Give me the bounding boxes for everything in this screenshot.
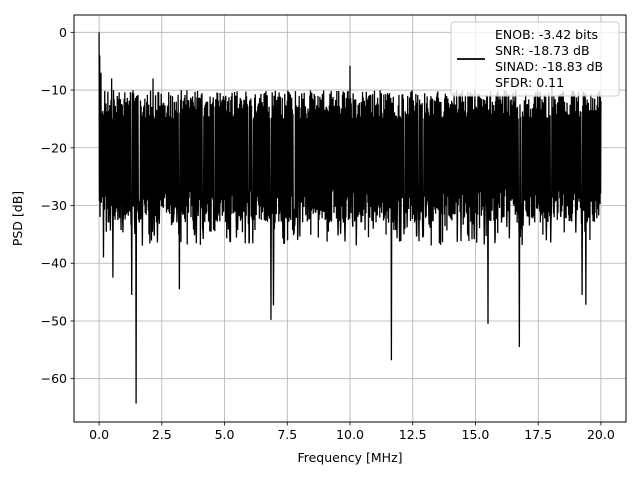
- y-tick-label: −30: [41, 198, 67, 213]
- x-tick-label: 5.0: [215, 427, 235, 442]
- y-tick-label: −50: [41, 313, 67, 328]
- legend: ENOB: -3.42 bits SNR: -18.73 dB SINAD: -18…: [450, 21, 620, 97]
- x-tick-label: 10.0: [336, 427, 364, 442]
- x-tick-label: 20.0: [587, 427, 615, 442]
- x-tick-label: 7.5: [277, 427, 297, 442]
- y-tick-label: −60: [41, 371, 67, 386]
- x-axis-label: Frequency [MHz]: [297, 450, 402, 465]
- psd-series-line: [98, 32, 602, 404]
- y-tick-label: −40: [41, 256, 67, 271]
- y-axis: 0 −10 −20 −30 −40 −50 −60: [41, 25, 74, 386]
- x-tick-label: 0.0: [89, 427, 109, 442]
- x-tick-label: 15.0: [462, 427, 490, 442]
- y-tick-label: −10: [41, 83, 67, 98]
- legend-label: ENOB: -3.42 bits SNR: -18.73 dB SINAD: -18…: [495, 27, 603, 90]
- y-axis-label: PSD [dB]: [10, 191, 25, 246]
- x-axis: 0.0 2.5 5.0 7.5 10.0 12.5 15.0 17.5 20.0: [89, 422, 615, 442]
- y-tick-label: −20: [41, 140, 67, 155]
- x-tick-label: 17.5: [524, 427, 552, 442]
- x-tick-label: 12.5: [399, 427, 427, 442]
- legend-box: [450, 21, 620, 97]
- x-tick-label: 2.5: [152, 427, 172, 442]
- y-tick-label: 0: [59, 25, 67, 40]
- series-layer: [98, 32, 602, 404]
